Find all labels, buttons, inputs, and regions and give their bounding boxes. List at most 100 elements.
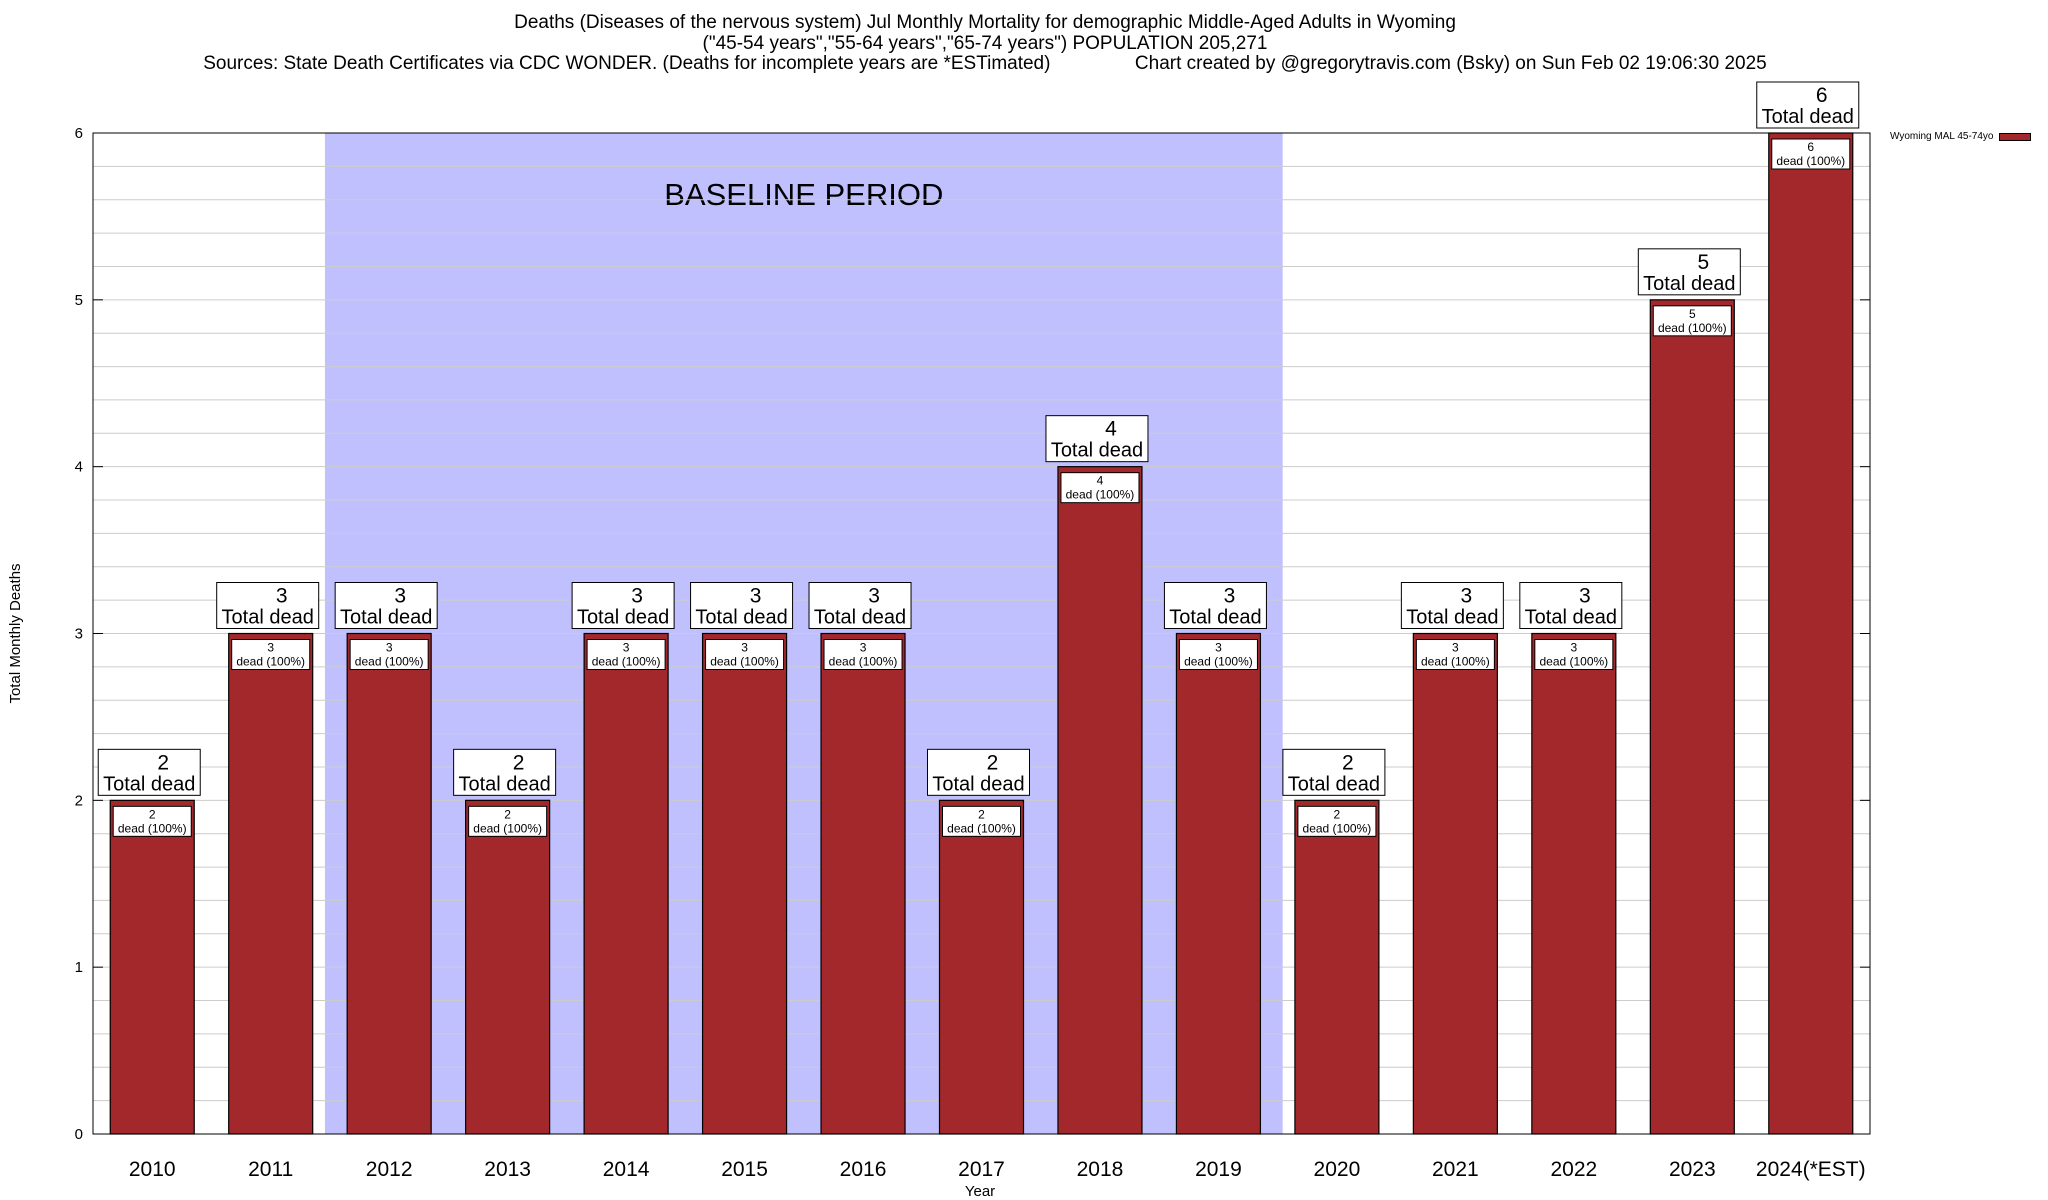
y-tick-label: 5 xyxy=(75,292,83,309)
bar-total-label-box xyxy=(1637,248,1741,296)
bar-inner-value: 3 xyxy=(623,641,630,655)
chart-title: Deaths (Diseases of the nervous system) … xyxy=(514,12,1456,33)
bar-total-label: Total dead xyxy=(222,607,314,629)
bar-total-value: 2 xyxy=(513,751,525,774)
bar-inner-value: 3 xyxy=(267,641,274,655)
bar-total-value: 5 xyxy=(1697,251,1709,274)
bar-total-value: 4 xyxy=(1105,418,1117,441)
x-tick-label: 2010 xyxy=(129,1158,176,1181)
bar xyxy=(1768,132,1854,1135)
x-tick-label: 2011 xyxy=(248,1158,293,1181)
bar-total-label: Total dead xyxy=(1525,607,1617,629)
bar-inner-value: 3 xyxy=(386,641,393,655)
x-tick-label: 2022 xyxy=(1550,1158,1597,1181)
x-tick-label: 2017 xyxy=(958,1158,1005,1181)
bar-inner-value: 6 xyxy=(1807,140,1814,154)
bar-total-label-box xyxy=(571,582,675,629)
x-tick-label: 2018 xyxy=(1077,1158,1124,1181)
bar-total-label-box xyxy=(808,582,912,629)
bar-total-label: Total dead xyxy=(1051,440,1143,462)
bar-inner-label-box xyxy=(1534,639,1614,670)
bar-total-label-box xyxy=(1756,81,1860,129)
bar-inner-label-box xyxy=(112,805,192,837)
bar-inner-value: 2 xyxy=(978,807,985,821)
bar-inner-label-box xyxy=(942,805,1021,837)
bar-total-label-box xyxy=(453,748,557,796)
x-tick-label: 2020 xyxy=(1314,1158,1361,1181)
bar-inner-value: 3 xyxy=(1570,641,1577,655)
bar-inner-label: dead (100%) xyxy=(1066,488,1135,502)
y-tick-label: 4 xyxy=(75,459,83,476)
x-tick-label: 2013 xyxy=(484,1158,531,1181)
x-tick-label: 2019 xyxy=(1195,1158,1242,1181)
y-tick-label: 0 xyxy=(75,1126,83,1143)
bar xyxy=(1294,799,1380,1135)
x-tick-label: 2014 xyxy=(603,1158,650,1181)
chart-sources: Sources: State Death Certificates via CD… xyxy=(203,53,1767,74)
bar-inner-label: dead (100%) xyxy=(355,655,424,669)
bar-inner-label-box xyxy=(823,639,903,670)
bar-total-label: Total dead xyxy=(340,607,432,629)
x-tick-label: 2024(*EST) xyxy=(1756,1158,1866,1181)
bar-total-label: Total dead xyxy=(103,773,195,795)
bar-total-label-box xyxy=(927,748,1030,796)
bar-total-label: Total dead xyxy=(695,607,787,629)
bar xyxy=(346,632,432,1135)
bar-total-value: 2 xyxy=(987,751,999,774)
bar-inner-label-box xyxy=(1178,639,1258,670)
bar-inner-label-box xyxy=(349,639,429,670)
bar-inner-value: 3 xyxy=(860,641,867,655)
bar-inner-label-box xyxy=(586,639,666,670)
bar-inner-label: dead (100%) xyxy=(473,821,542,835)
legend: Wyoming MAL 45-74yo xyxy=(1890,131,2032,142)
bar-inner-label: dead (100%) xyxy=(1539,655,1608,669)
bar-total-label-box xyxy=(1400,582,1504,629)
bar-inner-label: dead (100%) xyxy=(947,821,1016,835)
bar-total-value: 3 xyxy=(1579,585,1591,608)
bar xyxy=(109,799,195,1135)
bar-total-label-box xyxy=(216,582,320,629)
bar-inner-label-box xyxy=(1415,639,1495,670)
bar-inner-label: dead (100%) xyxy=(118,821,187,835)
x-tick-label: 2016 xyxy=(840,1158,887,1181)
bar-total-value: 3 xyxy=(631,585,643,608)
bar-inner-value: 3 xyxy=(741,641,748,655)
bar-total-label-box xyxy=(1519,582,1623,629)
bar-total-label: Total dead xyxy=(1762,106,1854,128)
bar-inner-label-box xyxy=(1652,305,1732,337)
bar-total-label: Total dead xyxy=(1169,607,1261,629)
bar-inner-label: dead (100%) xyxy=(1776,154,1845,168)
bar xyxy=(938,799,1025,1135)
bar-total-label: Total dead xyxy=(1643,273,1735,295)
bar-inner-label: dead (100%) xyxy=(1184,655,1253,669)
bar-total-value: 3 xyxy=(868,585,880,608)
legend-swatch xyxy=(1999,132,2032,141)
y-axis-label: Total Monthly Deaths xyxy=(7,563,24,703)
bar xyxy=(465,799,551,1135)
bar-inner-label: dead (100%) xyxy=(592,655,661,669)
bar-total-label: Total dead xyxy=(814,607,906,629)
bar-inner-label: dead (100%) xyxy=(829,655,898,669)
bar xyxy=(820,632,906,1135)
chart-subtitle: ("45-54 years","55-64 years","65-74 year… xyxy=(702,33,1268,54)
bar-inner-label-box xyxy=(705,639,785,670)
bar-total-value: 3 xyxy=(1224,585,1236,608)
bar-total-value: 3 xyxy=(394,585,406,608)
legend-label: Wyoming MAL 45-74yo xyxy=(1890,131,1994,142)
bar-inner-value: 3 xyxy=(1452,641,1459,655)
bar-inner-value: 5 xyxy=(1689,307,1696,321)
bar-total-value: 3 xyxy=(750,585,762,608)
bar-inner-label-box xyxy=(1297,805,1377,837)
bar-total-value: 2 xyxy=(157,751,169,774)
bar xyxy=(1057,466,1143,1135)
bar-total-value: 3 xyxy=(276,585,288,608)
baseline-label: BASELINE PERIOD xyxy=(664,177,943,212)
bar-inner-label-box xyxy=(231,639,311,670)
bar-inner-value: 3 xyxy=(1215,641,1222,655)
bar-total-value: 6 xyxy=(1816,84,1828,107)
x-tick-label: 2012 xyxy=(366,1158,413,1181)
x-tick-label: 2021 xyxy=(1432,1158,1479,1181)
y-tick-label: 3 xyxy=(75,626,83,643)
bar-inner-value: 2 xyxy=(1334,807,1341,821)
